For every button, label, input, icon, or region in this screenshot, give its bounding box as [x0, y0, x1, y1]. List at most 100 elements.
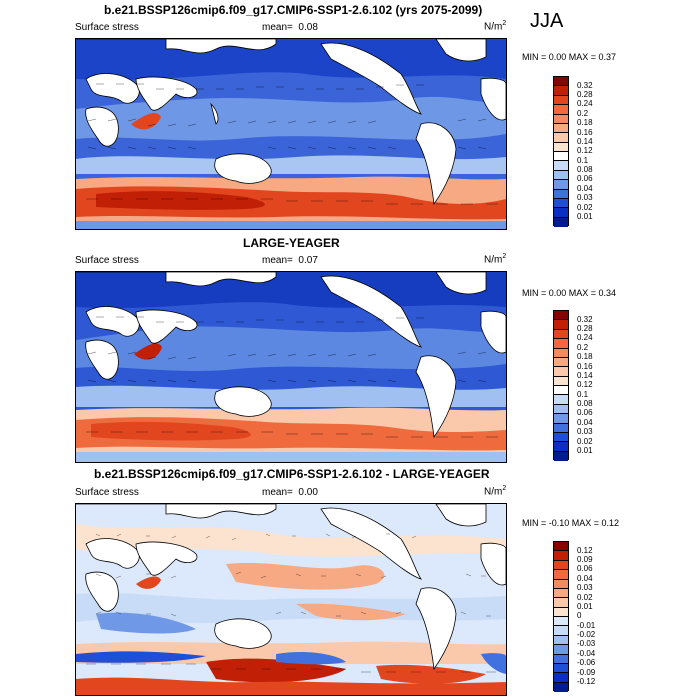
panel1-minmax: MIN = 0.00 MAX = 0.37	[522, 52, 617, 62]
panel2-colorbar-seg	[554, 367, 568, 377]
panel1-colorbar-seg	[554, 198, 568, 209]
panel2-colorbar-tick: 0.32	[577, 315, 593, 324]
panel1-colorbar-tick: 0.14	[577, 137, 593, 146]
panel1-colorbar-seg	[554, 161, 568, 171]
panel3-colorbar-seg	[554, 551, 568, 561]
panel2-colorbar-tick: 0.1	[577, 390, 589, 399]
panel1-colorbar-tick: 0.02	[577, 203, 593, 212]
panel3-colorbar-seg	[554, 654, 568, 664]
panel1-colorbar-tick: 0.03	[577, 193, 593, 202]
panel3-colorbar-tick: 0.12	[577, 546, 593, 555]
panel3-colorbar-seg	[554, 626, 568, 636]
panel3-colorbar-tick: 0.01	[577, 602, 593, 611]
panel2-colorbar-seg	[554, 320, 568, 330]
panel2-colorbar	[553, 310, 569, 461]
panel3-colorbar-tick: 0.06	[577, 564, 593, 573]
panel3-colorbar-tick: -0.01	[577, 621, 596, 630]
panel3-colorbar-seg	[554, 598, 568, 608]
panel3-title: b.e21.BSSP126cmip6.f09_g17.CMIP6-SSP1-2.…	[94, 467, 490, 481]
panel1-colorbar-tick: 0.04	[577, 184, 593, 193]
panel2-colorbar-seg	[554, 386, 568, 396]
panel2-colorbar-seg	[554, 339, 568, 349]
panel3-map-svg	[76, 504, 506, 695]
panel2-colorbar-seg	[554, 451, 568, 461]
panel2-colorbar-tick: 0.18	[577, 352, 593, 361]
panel2-colorbar-tick: 0.04	[577, 418, 593, 427]
panel1-colorbar-tick: 0.18	[577, 118, 593, 127]
season-label: JJA	[530, 10, 564, 32]
panel3-colorbar-seg	[554, 673, 568, 683]
panel1-colorbar-seg	[554, 180, 568, 190]
panel3-colorbar-tick: 0.04	[577, 574, 593, 583]
panel2-colorbar-tick: 0.14	[577, 371, 593, 380]
panel1-colorbar-tick: 0.28	[577, 90, 593, 99]
panel1-mean-value: 0.08	[298, 22, 318, 33]
panel2-colorbar-tick: 0.12	[577, 380, 593, 389]
panel3-colorbar-seg	[554, 635, 568, 646]
panel1-field-label: Surface stress	[75, 22, 139, 33]
panel2-colorbar-seg	[554, 376, 568, 386]
panel3-colorbar-tick: -0.12	[577, 677, 596, 686]
panel3-colorbar-seg	[554, 570, 568, 580]
panel3-colorbar-tick: -0.03	[577, 639, 596, 648]
panel2-colorbar-seg	[554, 348, 568, 358]
panel2-map	[75, 271, 507, 463]
panel1-colorbar-seg	[554, 95, 568, 106]
panel3-mean-label: mean= 0.00	[262, 487, 318, 498]
panel1-colorbar-seg	[554, 217, 568, 227]
panel1-colorbar-tick: 0.2	[577, 109, 589, 118]
panel3-colorbar-seg	[554, 682, 568, 692]
panel3-colorbar-seg	[554, 607, 568, 617]
panel2-colorbar-tick: 0.08	[577, 399, 593, 408]
panel3-colorbar-tick: -0.04	[577, 649, 596, 658]
panel3-colorbar	[553, 541, 569, 692]
panel1-colorbar	[553, 76, 569, 227]
panel2-colorbar-seg	[554, 423, 568, 433]
panel3-field-label: Surface stress	[75, 487, 139, 498]
panel1-colorbar-tick: 0.12	[577, 146, 593, 155]
panel3-colorbar-tick: -0.09	[577, 668, 596, 677]
panel1-colorbar-seg	[554, 123, 568, 134]
panel1-colorbar-seg	[554, 105, 568, 115]
panel2-mean-label: mean= 0.07	[262, 255, 318, 266]
panel3-colorbar-seg	[554, 542, 568, 552]
panel2-colorbar-seg	[554, 404, 568, 415]
panel1-colorbar-tick: 0.24	[577, 99, 593, 108]
panel1-colorbar-seg	[554, 189, 568, 199]
panel2-colorbar-tick: 0.06	[577, 408, 593, 417]
panel1-colorbar-tick: 0.01	[577, 212, 593, 221]
panel3-map	[75, 503, 507, 696]
panel1-units: N/m2	[484, 20, 507, 33]
panel3-colorbar-seg	[554, 617, 568, 627]
panel1-colorbar-seg	[554, 114, 568, 124]
panel2-colorbar-seg	[554, 329, 568, 340]
panel1-colorbar-tick: 0.06	[577, 174, 593, 183]
panel2-map-svg	[76, 272, 506, 462]
panel3-colorbar-tick: 0.03	[577, 583, 593, 592]
panel2-mean-value: 0.07	[298, 255, 318, 266]
panel2-colorbar-tick: 0.28	[577, 324, 593, 333]
panel3-colorbar-seg	[554, 663, 568, 674]
panel2-colorbar-seg	[554, 395, 568, 405]
panel2-colorbar-tick: 0.02	[577, 437, 593, 446]
panel1-colorbar-seg	[554, 86, 568, 96]
panel1-colorbar-tick: 0.32	[577, 81, 593, 90]
panel1-colorbar-seg	[554, 170, 568, 181]
panel2-colorbar-tick: 0.01	[577, 446, 593, 455]
panel2-units: N/m2	[484, 253, 507, 266]
panel1-colorbar-tick: 0.16	[577, 128, 593, 137]
panel2-colorbar-seg	[554, 311, 568, 321]
panel2-minmax: MIN = 0.00 MAX = 0.34	[522, 288, 617, 298]
panel1-colorbar-tick: 0.1	[577, 156, 589, 165]
panel2-colorbar-tick: 0.24	[577, 333, 593, 342]
panel2-colorbar-seg	[554, 442, 568, 452]
panel1-colorbar-seg	[554, 77, 568, 87]
panel1-colorbar-seg	[554, 208, 568, 218]
panel3-colorbar-seg	[554, 560, 568, 571]
panel2-colorbar-seg	[554, 432, 568, 443]
panel3-colorbar-seg	[554, 645, 568, 655]
panel2-colorbar-seg	[554, 357, 568, 368]
panel3-minmax: MIN = -0.10 MAX = 0.12	[522, 518, 620, 528]
panel2-colorbar-seg	[554, 414, 568, 424]
panel3-mean-value: 0.00	[298, 487, 318, 498]
